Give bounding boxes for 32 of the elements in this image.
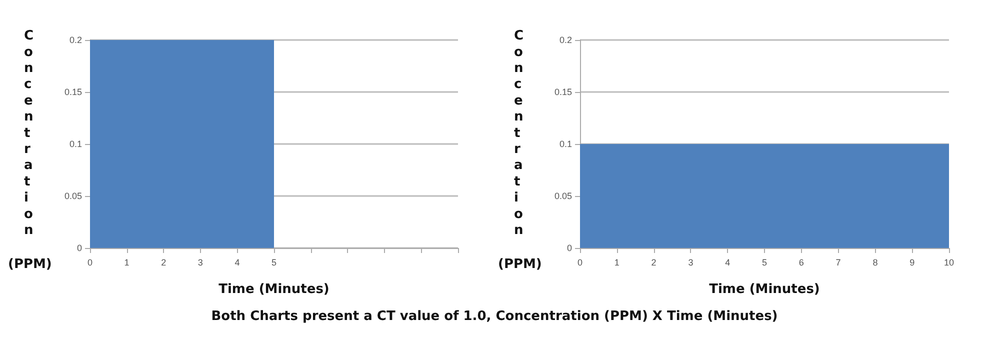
x-tick-label: 6 — [798, 258, 804, 268]
x-tick-label: 2 — [161, 258, 166, 268]
x-tick-label: 10 — [944, 258, 954, 268]
x-tick-label: 4 — [725, 258, 730, 268]
x-tick-label: 0 — [577, 258, 583, 268]
x-tick-label: 8 — [872, 258, 878, 268]
text: Concentration (PPM) — [498, 28, 542, 272]
x-tick-label: 4 — [234, 258, 240, 268]
y-tick-label: 0 — [76, 243, 82, 253]
x-axis-title: Time (Minutes) — [709, 282, 820, 297]
x-tick-label: 2 — [651, 258, 656, 268]
text: Both Charts present a CT value of 1.0, Concentration (PPM) X Time (Minutes) — [210, 309, 779, 324]
x-tick-label: 7 — [836, 258, 841, 268]
y-tick-label: 0.05 — [64, 191, 82, 201]
y-tick-label: 0.15 — [64, 87, 82, 97]
x-tick-label: 0 — [87, 258, 93, 268]
y-tick-label: 0.2 — [69, 35, 82, 45]
x-tick-label: 1 — [124, 258, 130, 268]
x-tick-label: 3 — [688, 258, 694, 268]
y-tick-label: 0.05 — [554, 191, 572, 201]
x-tick-label: 9 — [910, 258, 915, 268]
text: Concentration (PPM) — [8, 28, 52, 272]
x-tick-label: 5 — [271, 258, 277, 268]
x-axis-title: Time (Minutes) — [218, 282, 330, 297]
y-tick-label: 0.1 — [559, 139, 572, 149]
y-tick-label: 0 — [566, 243, 572, 253]
x-tick-label: 3 — [198, 258, 203, 268]
y-tick-label: 0.1 — [69, 139, 82, 149]
y-tick-label: 0.15 — [554, 87, 572, 97]
x-tick-label: 5 — [762, 258, 768, 268]
y-tick-label: 0.2 — [559, 35, 572, 45]
x-tick-label: 1 — [614, 258, 620, 268]
